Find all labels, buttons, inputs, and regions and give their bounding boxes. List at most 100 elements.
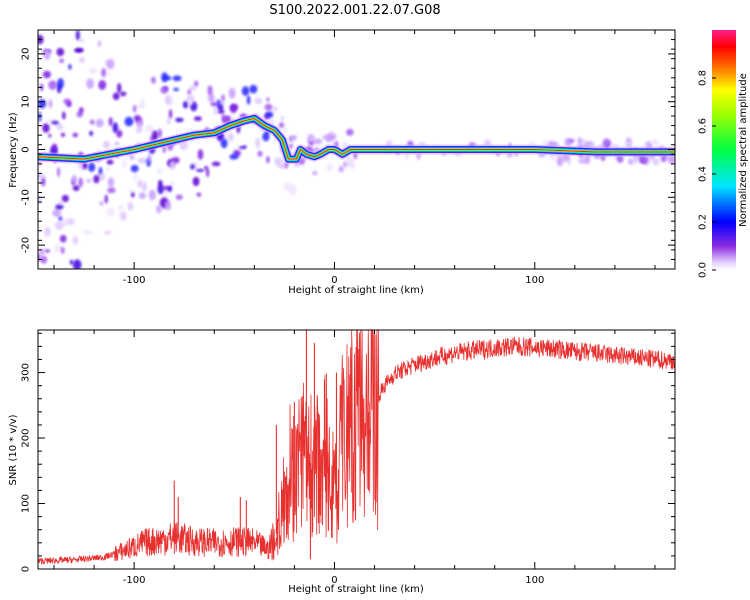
colorbar-ticks: 0.0 0.2 0.4 0.6 0.8 (698, 70, 716, 278)
spectral-blob (106, 58, 115, 70)
spectral-blob (95, 118, 104, 128)
spectral-blob (197, 149, 204, 160)
spectral-blob (169, 160, 176, 170)
spectral-blob (136, 123, 143, 134)
spectral-blob (124, 116, 134, 127)
spectral-blob (79, 57, 85, 64)
spectral-blob (78, 177, 83, 188)
spectral-blob (282, 127, 287, 134)
spectral-blob (241, 86, 250, 96)
spectral-blob (71, 174, 77, 184)
spectral-blob (137, 157, 147, 164)
spectral-blob (616, 155, 624, 164)
spectral-blob (51, 143, 58, 152)
y-tick-label: 10 (21, 95, 32, 108)
dominant-frequency-ridge (38, 113, 675, 165)
spectral-blob (338, 165, 344, 173)
spectral-blob (98, 80, 107, 90)
spectral-blob (61, 194, 69, 203)
spectral-blob (205, 167, 210, 178)
y-tick-label: 300 (21, 363, 32, 382)
spectral-blob (290, 185, 297, 197)
spectral-blob (568, 139, 575, 143)
spectral-blob (313, 138, 323, 145)
spectral-blob (78, 107, 84, 114)
spectral-blob (44, 227, 51, 237)
spectral-blob (89, 119, 95, 125)
spectral-blob (328, 131, 333, 135)
spectral-blob (308, 137, 316, 142)
spectral-blob (58, 200, 63, 205)
x-tick-label: -100 (123, 575, 146, 586)
spectral-blob (246, 95, 251, 105)
spectral-blob (85, 179, 92, 183)
colorbar-label: Normalized spectral amplitude (738, 73, 749, 227)
spectral-blob (147, 153, 152, 163)
spectral-blob (278, 122, 285, 129)
spectral-blob (106, 165, 110, 172)
spectral-blob (51, 120, 59, 125)
spectral-blob (88, 162, 96, 173)
spectral-blob (61, 111, 66, 120)
spectral-blob (127, 201, 134, 211)
spectral-blob (274, 157, 283, 167)
spectral-blob (128, 189, 133, 193)
spectral-blob (262, 132, 270, 142)
y-tick-label: 20 (21, 48, 32, 61)
spectral-blob (312, 171, 318, 176)
snr-x-axis: -100 0 100 (53, 330, 656, 586)
y-tick-label: 0 (21, 146, 32, 152)
spectral-blob (56, 47, 65, 57)
spectral-blob (168, 109, 173, 119)
spectral-blob (193, 80, 199, 87)
x-tick-label: -100 (123, 275, 146, 286)
spectral-blob (89, 130, 94, 137)
spectral-blob (229, 103, 239, 111)
spectral-blob (117, 82, 122, 94)
spectral-blob (167, 117, 171, 125)
colorbar-tick-label: 0.0 (698, 262, 709, 278)
spectral-blob (265, 111, 274, 118)
spectral-blob (48, 80, 57, 90)
spectral-blob (107, 187, 116, 194)
spectral-blob (208, 93, 215, 103)
spectral-blob (193, 116, 202, 122)
spectral-blob (160, 86, 169, 94)
spectral-blob (104, 194, 108, 204)
colorbar: 0.0 0.2 0.4 0.6 0.8 Normalized spectral ampl… (698, 30, 749, 278)
spectral-blob (151, 130, 159, 140)
spectral-blob (52, 209, 61, 217)
spectral-blob (133, 114, 141, 122)
spectral-blob (273, 106, 278, 112)
snr-y-axis: 0 100 200 300 (21, 332, 675, 572)
spectral-blob (119, 211, 127, 221)
spectral-blob (188, 99, 194, 105)
spectral-blob (264, 103, 273, 111)
snr-series-line (38, 330, 675, 565)
spectral-blob (60, 246, 65, 255)
spectral-blob (116, 129, 123, 138)
spectral-blob (195, 168, 205, 172)
ridge-layer (38, 117, 675, 160)
spectral-blob (103, 230, 112, 235)
spectral-blob (75, 30, 80, 41)
spectral-blob (289, 143, 294, 149)
spectral-blob (238, 146, 247, 150)
spectral-blob (59, 58, 65, 64)
spectral-blob (72, 185, 80, 192)
y-tick-label: 0 (21, 566, 32, 572)
spectral-blob (190, 164, 195, 170)
spectral-blob (129, 153, 134, 161)
spectral-blob (140, 97, 145, 109)
spectral-blob (99, 201, 104, 206)
spectral-blob (187, 89, 192, 95)
spectral-blob (48, 133, 52, 138)
colorbar-gradient (712, 30, 736, 270)
spectral-blob (211, 161, 221, 167)
spectral-blob (213, 105, 218, 116)
spectral-blob (138, 192, 146, 200)
spectral-blob (97, 40, 101, 48)
chart-title: S100.2022.001.22.07.G08 (269, 3, 440, 18)
